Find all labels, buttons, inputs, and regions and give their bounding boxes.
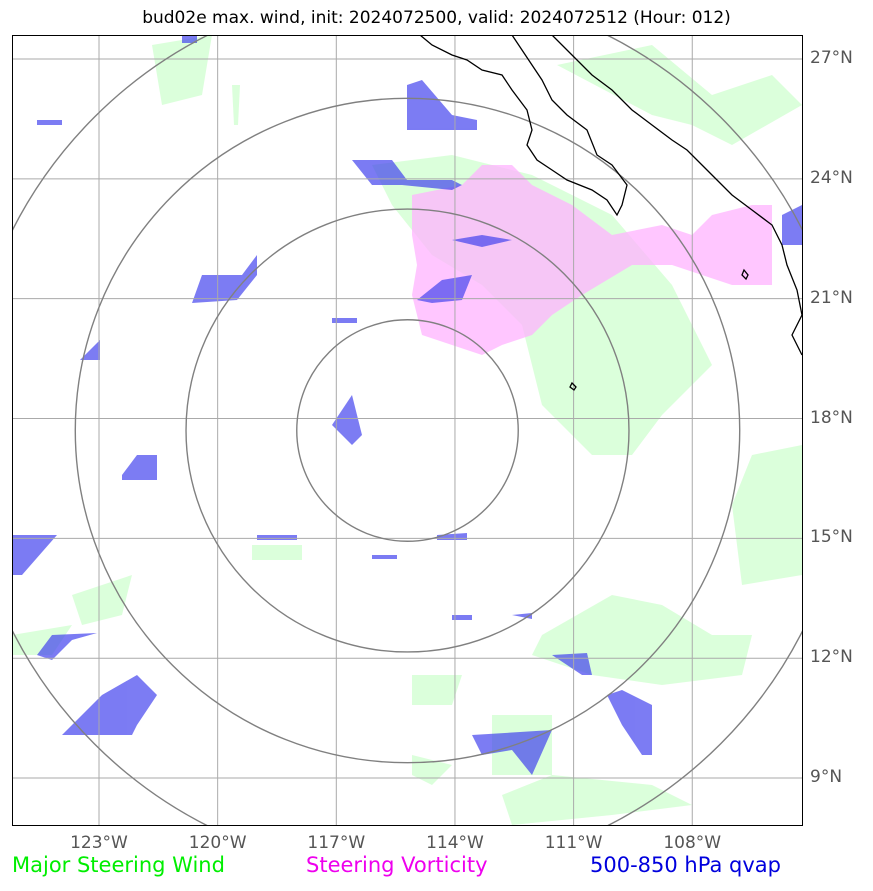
qvap-patch <box>12 535 57 575</box>
range-ring <box>296 319 519 542</box>
wind-patch <box>732 445 802 585</box>
map-title: bud02e max. wind, init: 2024072500, vali… <box>142 8 731 28</box>
map-plot <box>12 35 803 826</box>
qvap-patch <box>37 120 62 125</box>
qvap-patch <box>607 690 652 755</box>
qvap-patch <box>62 675 157 735</box>
lon-tick-label: 120°W <box>188 833 247 853</box>
coastline <box>419 35 803 391</box>
wind-patch <box>557 45 802 145</box>
lat-tick-label: 15°N <box>810 527 853 548</box>
wind-patch <box>232 85 240 125</box>
qvap-layer <box>12 35 802 775</box>
lon-tick-label: 117°W <box>307 833 366 853</box>
wind-patch <box>502 775 692 825</box>
qvap-patch <box>37 633 97 660</box>
range-ring <box>74 97 741 764</box>
qvap-patch <box>372 555 397 559</box>
wind-patch <box>72 575 132 625</box>
qvap-patch <box>332 395 362 445</box>
coastline-island <box>741 268 749 281</box>
lat-tick-label: 12°N <box>810 647 853 668</box>
qvap-patch <box>257 535 297 540</box>
qvap-patch <box>352 160 462 190</box>
lon-tick-label: 114°W <box>426 833 484 853</box>
qvap-patch <box>472 730 552 775</box>
wind-patch <box>152 35 212 105</box>
wind-patch <box>252 545 302 560</box>
coastline-baja <box>419 35 628 217</box>
qvap-patch <box>452 235 512 247</box>
range-rings <box>12 35 803 826</box>
lat-tick-label: 27°N <box>810 47 853 68</box>
wind-patch <box>532 595 752 685</box>
legend-wind: Major Steering Wind <box>12 853 225 877</box>
coastline-mainland <box>551 35 803 356</box>
qvap-patch <box>782 205 802 245</box>
lat-tick-label: 18°N <box>810 407 853 428</box>
lat-tick-label: 9°N <box>810 767 843 788</box>
vorticity-patch <box>412 165 772 355</box>
steering-vorticity-layer <box>412 165 772 355</box>
qvap-patch <box>192 255 257 303</box>
map-frame <box>12 35 803 826</box>
qvap-patch <box>122 455 157 480</box>
lon-tick-label: 111°W <box>544 833 603 853</box>
lon-tick-label: 108°W <box>663 833 722 853</box>
qvap-patch <box>407 80 477 130</box>
qvap-patch <box>552 653 592 675</box>
qvap-patch <box>182 35 197 43</box>
lat-tick-label: 24°N <box>810 167 853 188</box>
wind-patch <box>412 755 452 785</box>
map-grid <box>12 35 803 826</box>
lat-tick-label: 21°N <box>810 287 853 308</box>
wind-patch <box>412 675 462 705</box>
qvap-patch <box>332 318 357 323</box>
legend-vorticity: Steering Vorticity <box>306 853 488 877</box>
qvap-patch <box>417 275 472 303</box>
qvap-patch <box>452 615 472 620</box>
coastline-island <box>569 381 577 391</box>
lon-tick-label: 123°W <box>70 833 128 853</box>
range-ring <box>185 208 630 653</box>
qvap-patch <box>80 340 100 360</box>
legend-qvap: 500-850 hPa qvap <box>590 853 781 877</box>
